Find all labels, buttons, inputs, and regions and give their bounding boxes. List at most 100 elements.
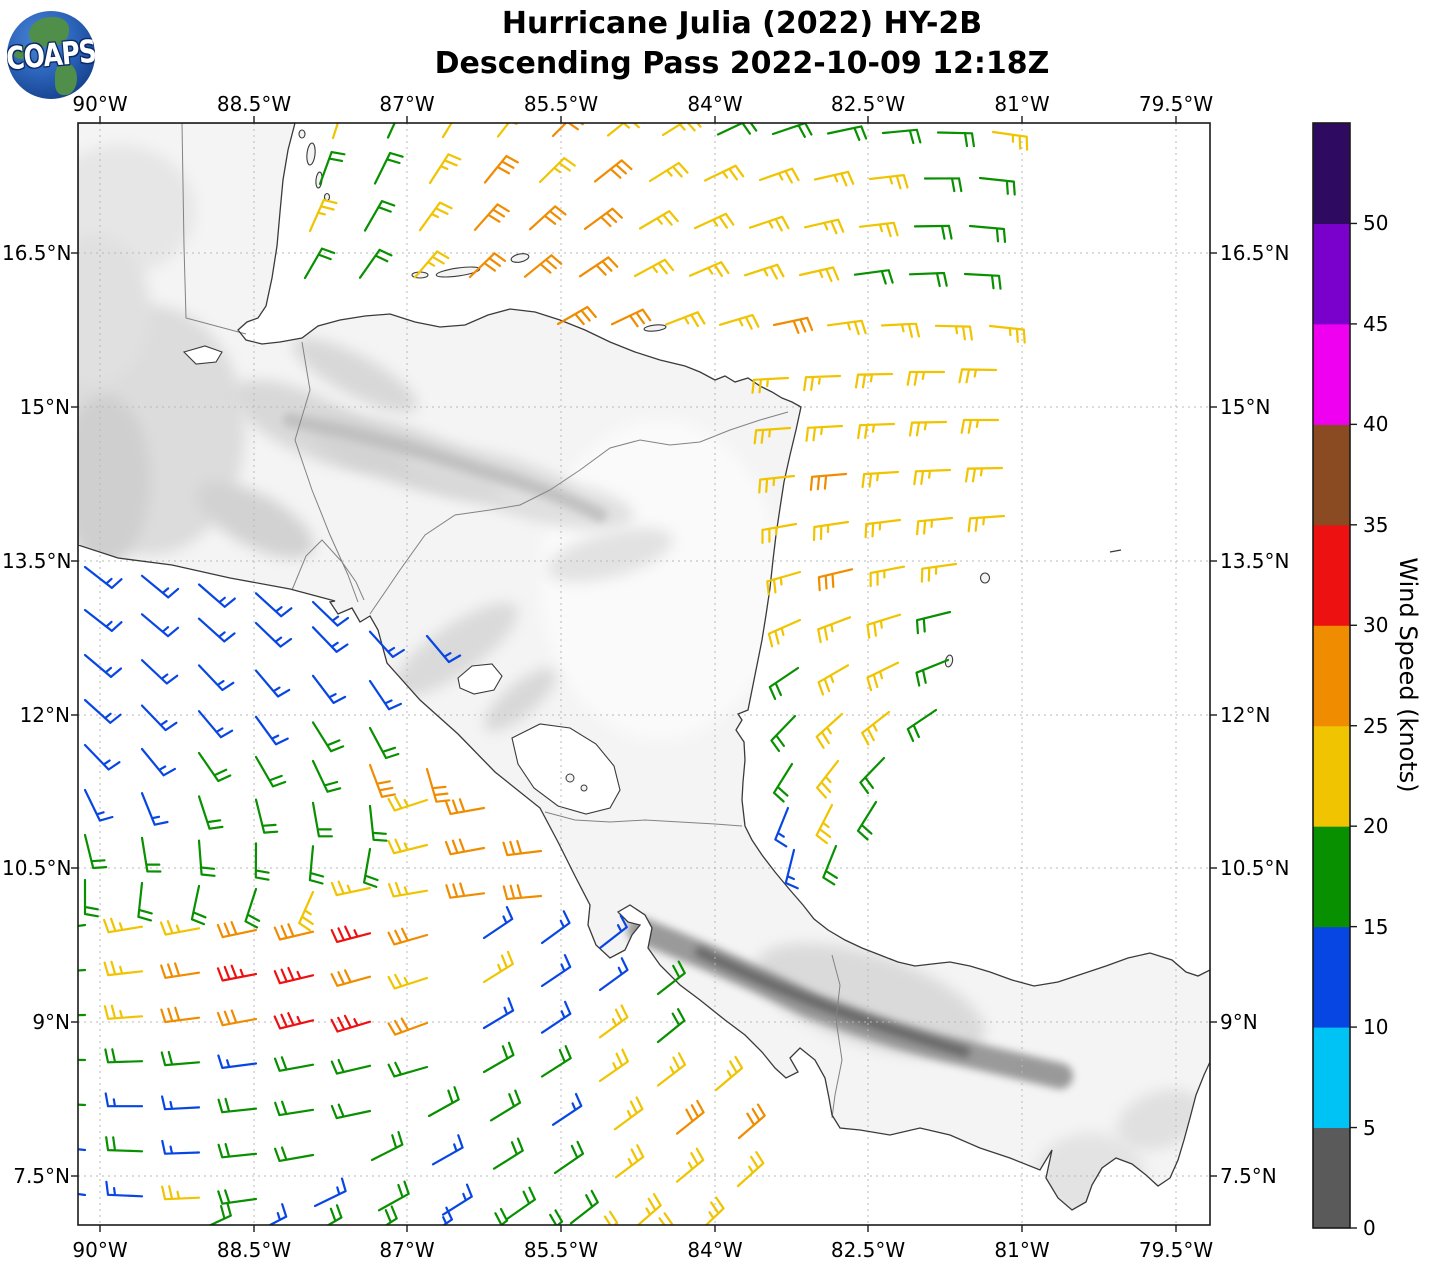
wind-barb: [864, 518, 902, 539]
wind-barb: [78, 968, 87, 972]
colorbar-segment: [1313, 826, 1350, 928]
wind-barb: [768, 666, 800, 700]
wind-barb: [78, 923, 87, 928]
wind-barb: [217, 1189, 258, 1205]
wind-barb: [718, 314, 760, 330]
lat-label-right: 7.5°N: [1220, 1164, 1277, 1188]
wind-barb: [857, 422, 896, 440]
wind-barb: [418, 201, 453, 232]
wind-barb: [583, 207, 623, 230]
wind-barb: [798, 266, 840, 283]
logo-continent-south: [55, 63, 77, 95]
country-border: [181, 123, 247, 335]
wind-barb: [540, 1000, 572, 1034]
wind-barb: [425, 767, 451, 803]
colorbar-segment: [1313, 725, 1350, 827]
lon-label-bottom: 87°W: [379, 1238, 435, 1262]
wind-barb: [140, 659, 179, 685]
wind-barb: [714, 1055, 744, 1092]
mountain-ridge: [695, 947, 970, 1057]
island: [306, 142, 316, 166]
wind-barb: [772, 762, 794, 803]
wind-barb: [866, 661, 900, 692]
wind-barb: [103, 960, 144, 977]
wind-barb: [494, 1207, 509, 1225]
lon-label-top: 88.5°W: [216, 92, 292, 116]
wind-barb: [861, 710, 891, 746]
wind-barb: [274, 1146, 315, 1162]
wind-barb: [370, 1131, 404, 1162]
wind-barb: [538, 157, 576, 184]
wind-barb: [368, 679, 402, 711]
wind-barb: [648, 161, 689, 183]
wind-barb: [784, 848, 799, 890]
island: [298, 129, 306, 139]
lat-label-right: 13.5°N: [1220, 549, 1290, 573]
colorbar-tick-label: 40: [1363, 412, 1389, 437]
lon-label-bottom: 88.5°W: [216, 1238, 292, 1262]
colorbar-segment: [1313, 424, 1350, 526]
terrain-blob: [546, 527, 674, 583]
wind-barb: [78, 1103, 87, 1107]
terrain-blob: [196, 481, 314, 559]
wind-barb: [387, 838, 429, 855]
wind-barb: [105, 1136, 144, 1153]
wind-barb: [675, 1099, 705, 1135]
wind-barb: [197, 617, 236, 643]
wind-barb: [610, 308, 652, 328]
wind-barb: [103, 1004, 144, 1020]
terrain-blob: [292, 337, 418, 413]
wind-barb: [606, 123, 646, 137]
wind-barb: [140, 836, 162, 873]
wind-barb: [492, 1137, 524, 1170]
wind-barb: [387, 795, 429, 812]
wind-barb: [766, 570, 802, 596]
lon-label-bottom: 82.5°W: [830, 1238, 906, 1262]
wind-barb: [330, 880, 372, 897]
wind-barb: [936, 131, 975, 148]
colorbar-segment: [1313, 223, 1350, 325]
wind-barb: [978, 176, 1016, 196]
country-border: [369, 411, 789, 615]
wind-barb: [614, 1144, 645, 1179]
wind-barb: [217, 1143, 258, 1159]
wind-barb: [83, 833, 108, 870]
wind-barb: [83, 698, 122, 724]
wind-barb: [553, 1140, 585, 1175]
wind-barb: [83, 743, 121, 771]
wind-barb: [482, 997, 515, 1030]
wind-barb: [318, 151, 346, 186]
wind-barb: [603, 1210, 619, 1225]
wind-barb: [743, 263, 785, 280]
wind-barb: [298, 890, 315, 932]
wind-barb: [916, 516, 954, 536]
barb-region-east-band: [751, 368, 1006, 890]
wind-barb: [140, 613, 180, 638]
wind-barb: [254, 798, 279, 834]
wind-barb: [540, 1045, 572, 1078]
wind-barb: [991, 130, 1029, 151]
wind-barb: [161, 1185, 201, 1201]
wind-barb: [83, 565, 123, 589]
lon-label-bottom: 79.5°W: [1138, 1238, 1214, 1262]
wind-barb: [693, 212, 735, 230]
wind-barbs: [78, 123, 1029, 1225]
wind-barb: [551, 1092, 583, 1126]
wind-barb: [267, 1203, 288, 1225]
wind-barb: [190, 884, 207, 926]
colorbar-tick-label: 0: [1363, 1216, 1376, 1240]
lat-label-left: 9°N: [32, 1010, 70, 1034]
wind-barb: [311, 721, 345, 753]
wind-barb: [817, 568, 854, 592]
wind-barb: [311, 674, 347, 704]
wind-barb: [104, 1048, 144, 1064]
wind-barb: [753, 426, 792, 445]
wind-barb: [822, 844, 838, 886]
wind-barb: [578, 256, 619, 278]
island: [979, 572, 991, 584]
wind-barb: [208, 1202, 232, 1225]
wind-barb: [197, 839, 216, 877]
lake: [182, 345, 223, 365]
wind-barb: [502, 839, 543, 857]
terrain-blob: [78, 395, 150, 565]
